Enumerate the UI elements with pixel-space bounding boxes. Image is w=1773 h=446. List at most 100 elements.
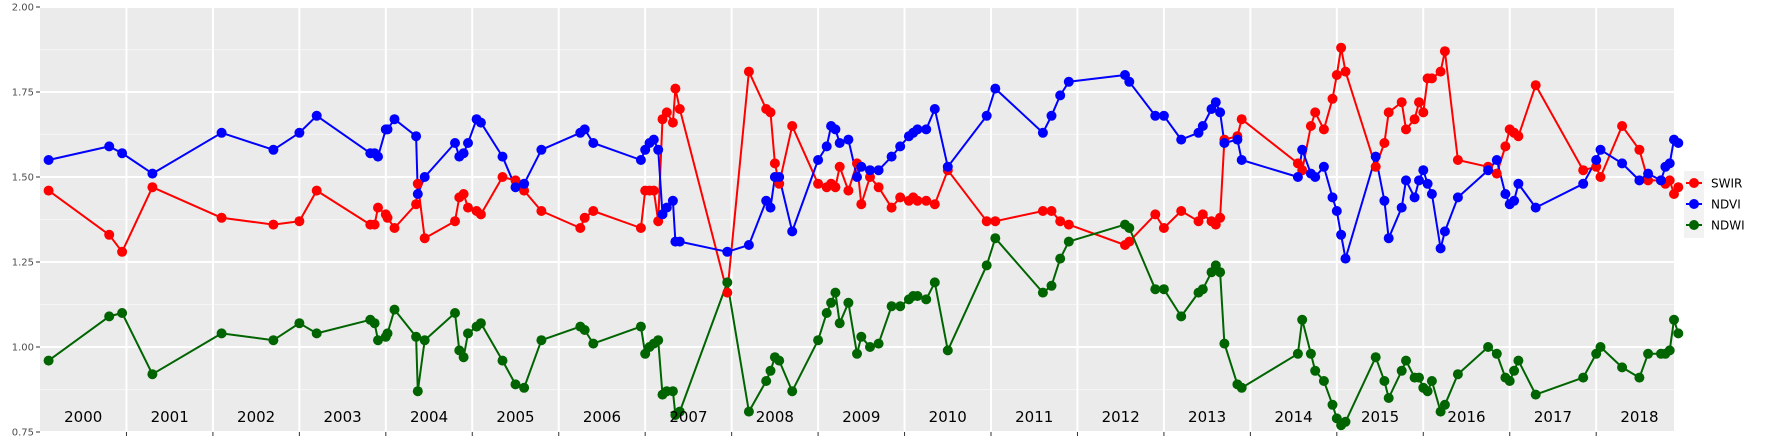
data-point-ndwi — [463, 328, 473, 339]
legend-marker-swir — [1689, 178, 1699, 188]
data-point-ndwi — [1595, 342, 1606, 352]
data-point-swir — [369, 219, 380, 230]
legend-marker-ndvi — [1689, 199, 1699, 209]
data-point-swir — [1418, 107, 1429, 118]
data-point-ndvi — [1055, 90, 1066, 101]
data-point-ndwi — [1305, 348, 1316, 359]
axis-layer: 0.75 1.00 1.25 1.50 1.75 2.00 — [12, 3, 1597, 439]
data-point-swir — [373, 202, 383, 213]
data-point-ndwi — [311, 328, 322, 339]
data-point-ndwi — [1124, 223, 1135, 233]
data-point-ndvi — [1530, 202, 1541, 213]
data-point-ndvi — [653, 144, 664, 155]
data-point-ndvi — [536, 144, 547, 155]
legend-layer: SWIR NDVI NDWI — [1684, 171, 1745, 238]
data-point-ndvi — [1617, 158, 1628, 169]
data-point-ndvi — [1656, 175, 1666, 186]
data-point-ndwi — [1643, 348, 1654, 359]
data-point-swir — [661, 107, 672, 118]
data-point-swir — [1439, 46, 1450, 57]
data-point-ndvi — [1124, 76, 1135, 87]
data-point-swir — [1055, 216, 1066, 227]
data-point-swir — [1673, 182, 1684, 193]
data-point-swir — [412, 178, 423, 189]
data-point-ndwi — [921, 294, 932, 305]
data-point-ndwi — [743, 406, 754, 417]
data-point-ndvi — [1491, 155, 1502, 165]
data-point-ndwi — [852, 348, 862, 359]
data-point-ndwi — [475, 318, 486, 329]
data-point-ndwi — [536, 335, 547, 346]
data-point-ndwi — [667, 386, 678, 397]
data-point-ndvi — [147, 168, 158, 179]
data-point-ndwi — [1055, 253, 1066, 264]
data-point-ndvi — [1513, 178, 1524, 189]
data-point-ndvi — [1210, 97, 1221, 108]
data-point-swir — [1327, 93, 1338, 104]
data-point-ndvi — [667, 195, 678, 206]
data-point-swir — [1318, 124, 1329, 135]
data-point-ndwi — [1158, 284, 1169, 295]
y-tick-label: 1.25 — [12, 258, 34, 269]
data-point-ndwi — [1340, 416, 1351, 427]
legend-label-ndwi: NDWI — [1711, 219, 1745, 233]
data-point-ndvi — [1232, 134, 1243, 145]
data-point-ndvi — [1176, 134, 1187, 145]
data-point-ndwi — [382, 328, 393, 339]
data-point-ndwi — [1439, 399, 1450, 410]
data-point-ndwi — [1219, 338, 1230, 349]
data-point-swir — [843, 185, 854, 196]
data-point-ndvi — [787, 226, 798, 237]
data-point-ndwi — [1197, 284, 1208, 295]
data-point-ndvi — [1673, 138, 1684, 148]
data-point-ndvi — [268, 144, 279, 155]
data-point-swir — [1158, 223, 1169, 233]
data-point-ndwi — [1509, 365, 1520, 376]
data-point-ndvi — [450, 138, 460, 148]
data-point-ndwi — [1422, 386, 1433, 397]
data-point-ndvi — [510, 182, 521, 193]
data-point-swir — [895, 192, 906, 203]
data-point-swir — [1305, 121, 1316, 131]
data-point-ndwi — [294, 318, 305, 329]
year-label: 2015 — [1361, 408, 1399, 426]
data-point-ndvi — [1336, 229, 1347, 240]
data-point-ndwi — [886, 301, 897, 312]
data-point-ndwi — [389, 304, 400, 315]
data-point-ndwi — [1318, 376, 1329, 386]
data-point-ndwi — [1426, 376, 1437, 386]
data-point-swir — [268, 219, 279, 230]
year-label: 2017 — [1534, 408, 1572, 426]
data-point-ndwi — [774, 355, 785, 366]
data-point-swir — [1037, 206, 1048, 216]
data-point-ndwi — [826, 297, 837, 308]
data-point-ndwi — [1297, 314, 1308, 325]
data-point-swir — [588, 206, 599, 216]
data-point-ndwi — [1063, 236, 1074, 247]
data-point-ndwi — [674, 406, 685, 417]
data-point-ndvi — [216, 127, 227, 138]
year-label: 2012 — [1102, 408, 1140, 426]
data-point-ndvi — [1340, 253, 1351, 264]
data-point-swir — [1331, 70, 1342, 80]
data-point-swir — [1595, 172, 1606, 182]
data-point-ndwi — [1292, 348, 1303, 359]
data-point-ndwi — [1037, 287, 1048, 298]
data-point-swir — [1414, 97, 1424, 108]
y-tick-label: 1.50 — [12, 173, 34, 184]
data-point-ndwi — [412, 386, 423, 397]
data-point-ndvi — [311, 110, 322, 121]
data-point-ndwi — [830, 287, 841, 298]
data-point-ndvi — [921, 124, 932, 135]
data-point-swir — [1046, 206, 1057, 216]
data-point-ndwi — [873, 338, 884, 349]
data-point-swir — [104, 229, 115, 240]
data-point-swir — [311, 185, 322, 196]
year-label: 2003 — [323, 408, 361, 426]
data-point-ndwi — [43, 355, 54, 366]
data-point-ndvi — [1439, 226, 1450, 237]
data-point-ndwi — [147, 369, 158, 380]
data-point-ndwi — [579, 325, 590, 335]
data-point-ndvi — [373, 151, 383, 162]
